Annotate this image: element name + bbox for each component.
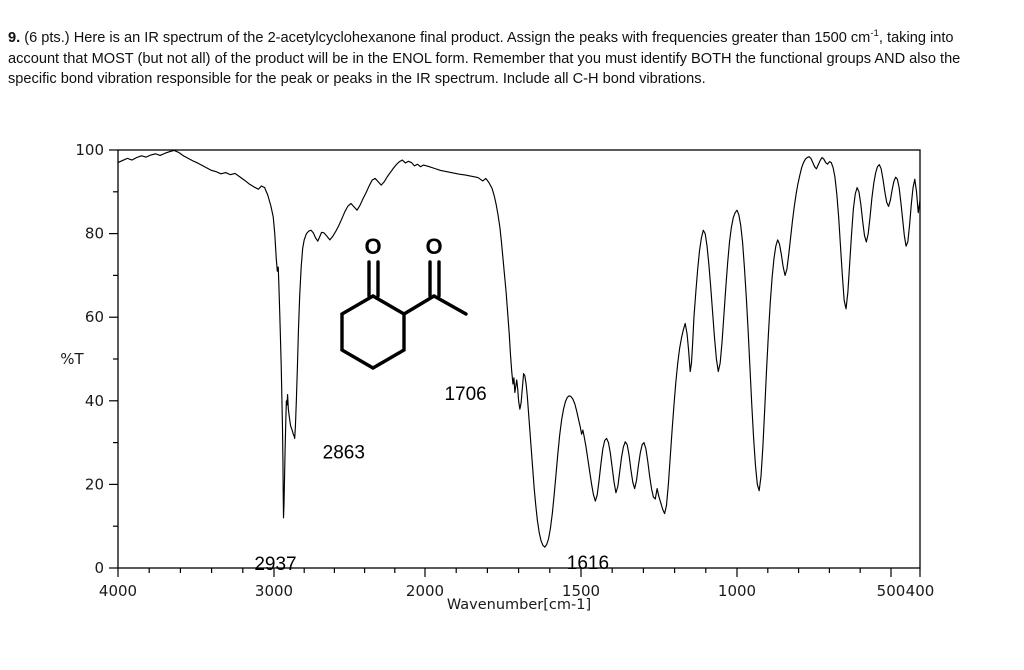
y-tick-label: 0: [94, 559, 104, 577]
x-tick-label: 1000: [718, 582, 756, 600]
question-line-4: vibration responsible for the peak or pe…: [97, 71, 706, 88]
x-tick-label: 3000: [255, 582, 293, 600]
x-tick-label: 500: [877, 582, 906, 600]
bond-to-acetyl: [402, 294, 436, 316]
y-axis-label: %T: [60, 350, 84, 368]
y-tick-label: 40: [85, 392, 104, 410]
x-axis-label: Wavenumber[cm-1]: [447, 597, 591, 613]
x-axis: 4000 3000 2000 1500 1000 500 400: [99, 568, 934, 600]
question-line-1: Here is an IR spectrum of the 2-acetylcy…: [73, 30, 649, 46]
x-tick-label: 400: [906, 582, 935, 600]
y-tick-label: 80: [85, 225, 104, 243]
peak-label-2937: 2937: [254, 554, 296, 575]
peak-label-1706: 1706: [444, 384, 486, 405]
spectrum-trace: [117, 149, 921, 548]
x-tick-label: 4000: [99, 582, 137, 600]
acetyl-methyl-bond: [432, 294, 468, 316]
x-tick-label: 1500: [562, 582, 600, 600]
question-text: 9. (6 pts.) Here is an IR spectrum of th…: [8, 28, 1008, 90]
oxygen-atom-ring-ketone: O: [364, 234, 381, 259]
question-line-2a: frequencies greater than 1500 cm: [652, 30, 871, 46]
question-points: (6 pts.): [24, 30, 70, 46]
peak-label-2863: 2863: [323, 442, 365, 463]
y-tick-label: 100: [75, 141, 104, 159]
molecule-structure-2-acetylcyclohexanone: O O: [340, 234, 468, 370]
question-number: 9.: [8, 30, 21, 46]
question-line-2b: , taking into account that MOST (but not…: [8, 30, 954, 67]
question-line-3: ENOL form. Remember that you must identi…: [8, 50, 961, 88]
ir-spectrum-figure: 0 20 40 60 80 100 4000 3000 2000 1500 1000 500 400 …: [0, 136, 1024, 636]
x-tick-label: 2000: [406, 582, 444, 600]
peak-annotations: 2937 2863 1706 1616: [254, 384, 609, 575]
y-tick-label: 60: [85, 308, 104, 326]
plot-frame: [117, 149, 921, 569]
peak-label-1616: 1616: [567, 553, 609, 574]
cyclohexane-ring: [340, 294, 406, 370]
y-tick-label: 20: [85, 475, 104, 493]
superscript-minus-one: -1: [870, 28, 879, 40]
y-axis: 0 20 40 60 80 100: [75, 141, 118, 577]
oxygen-atom-acetyl: O: [425, 234, 442, 259]
